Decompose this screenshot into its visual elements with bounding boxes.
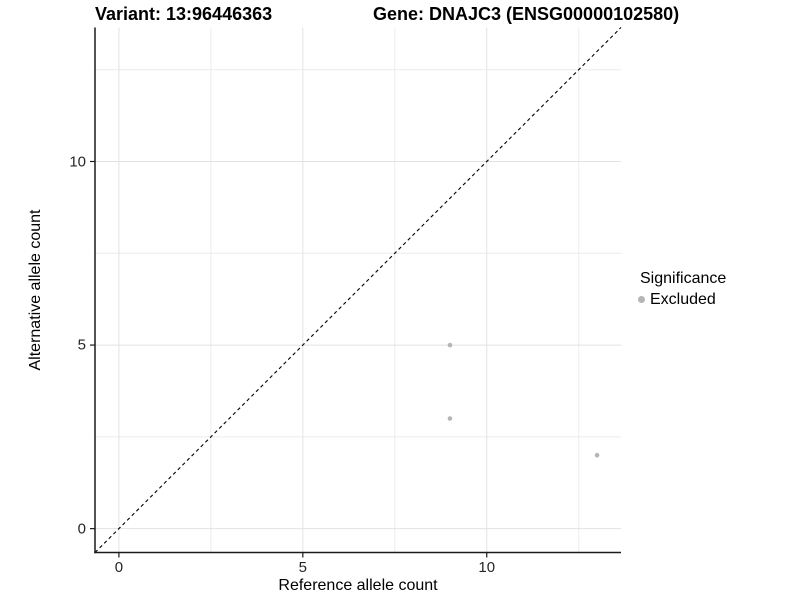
x-tick-label: 5 [298, 558, 307, 576]
data-point [447, 342, 453, 348]
legend-item-excluded: Excluded [638, 289, 726, 310]
plot-title-variant: Variant: 13:96446363 [95, 4, 273, 24]
legend-title: Significance [640, 270, 727, 287]
y-tick-label: 0 [77, 520, 86, 538]
y-tick-label: 5 [77, 336, 86, 354]
legend: Significance Excluded [638, 268, 726, 310]
y-axis-title: Alternative allele count [27, 209, 44, 371]
x-tick-label: 10 [478, 558, 496, 576]
x-tick-label: 0 [114, 558, 124, 576]
legend-point-swatch-icon [638, 296, 645, 303]
y-tick-label: 10 [69, 153, 86, 170]
identity-dashed-line [94, 27, 622, 553]
x-axis-title: Reference allele count [278, 577, 438, 594]
data-point [594, 452, 600, 458]
data-point [447, 416, 453, 421]
legend-item-label: Excluded [650, 291, 716, 308]
plot-title-gene: Gene: DNAJC3 (ENSG00000102580) [373, 4, 680, 24]
